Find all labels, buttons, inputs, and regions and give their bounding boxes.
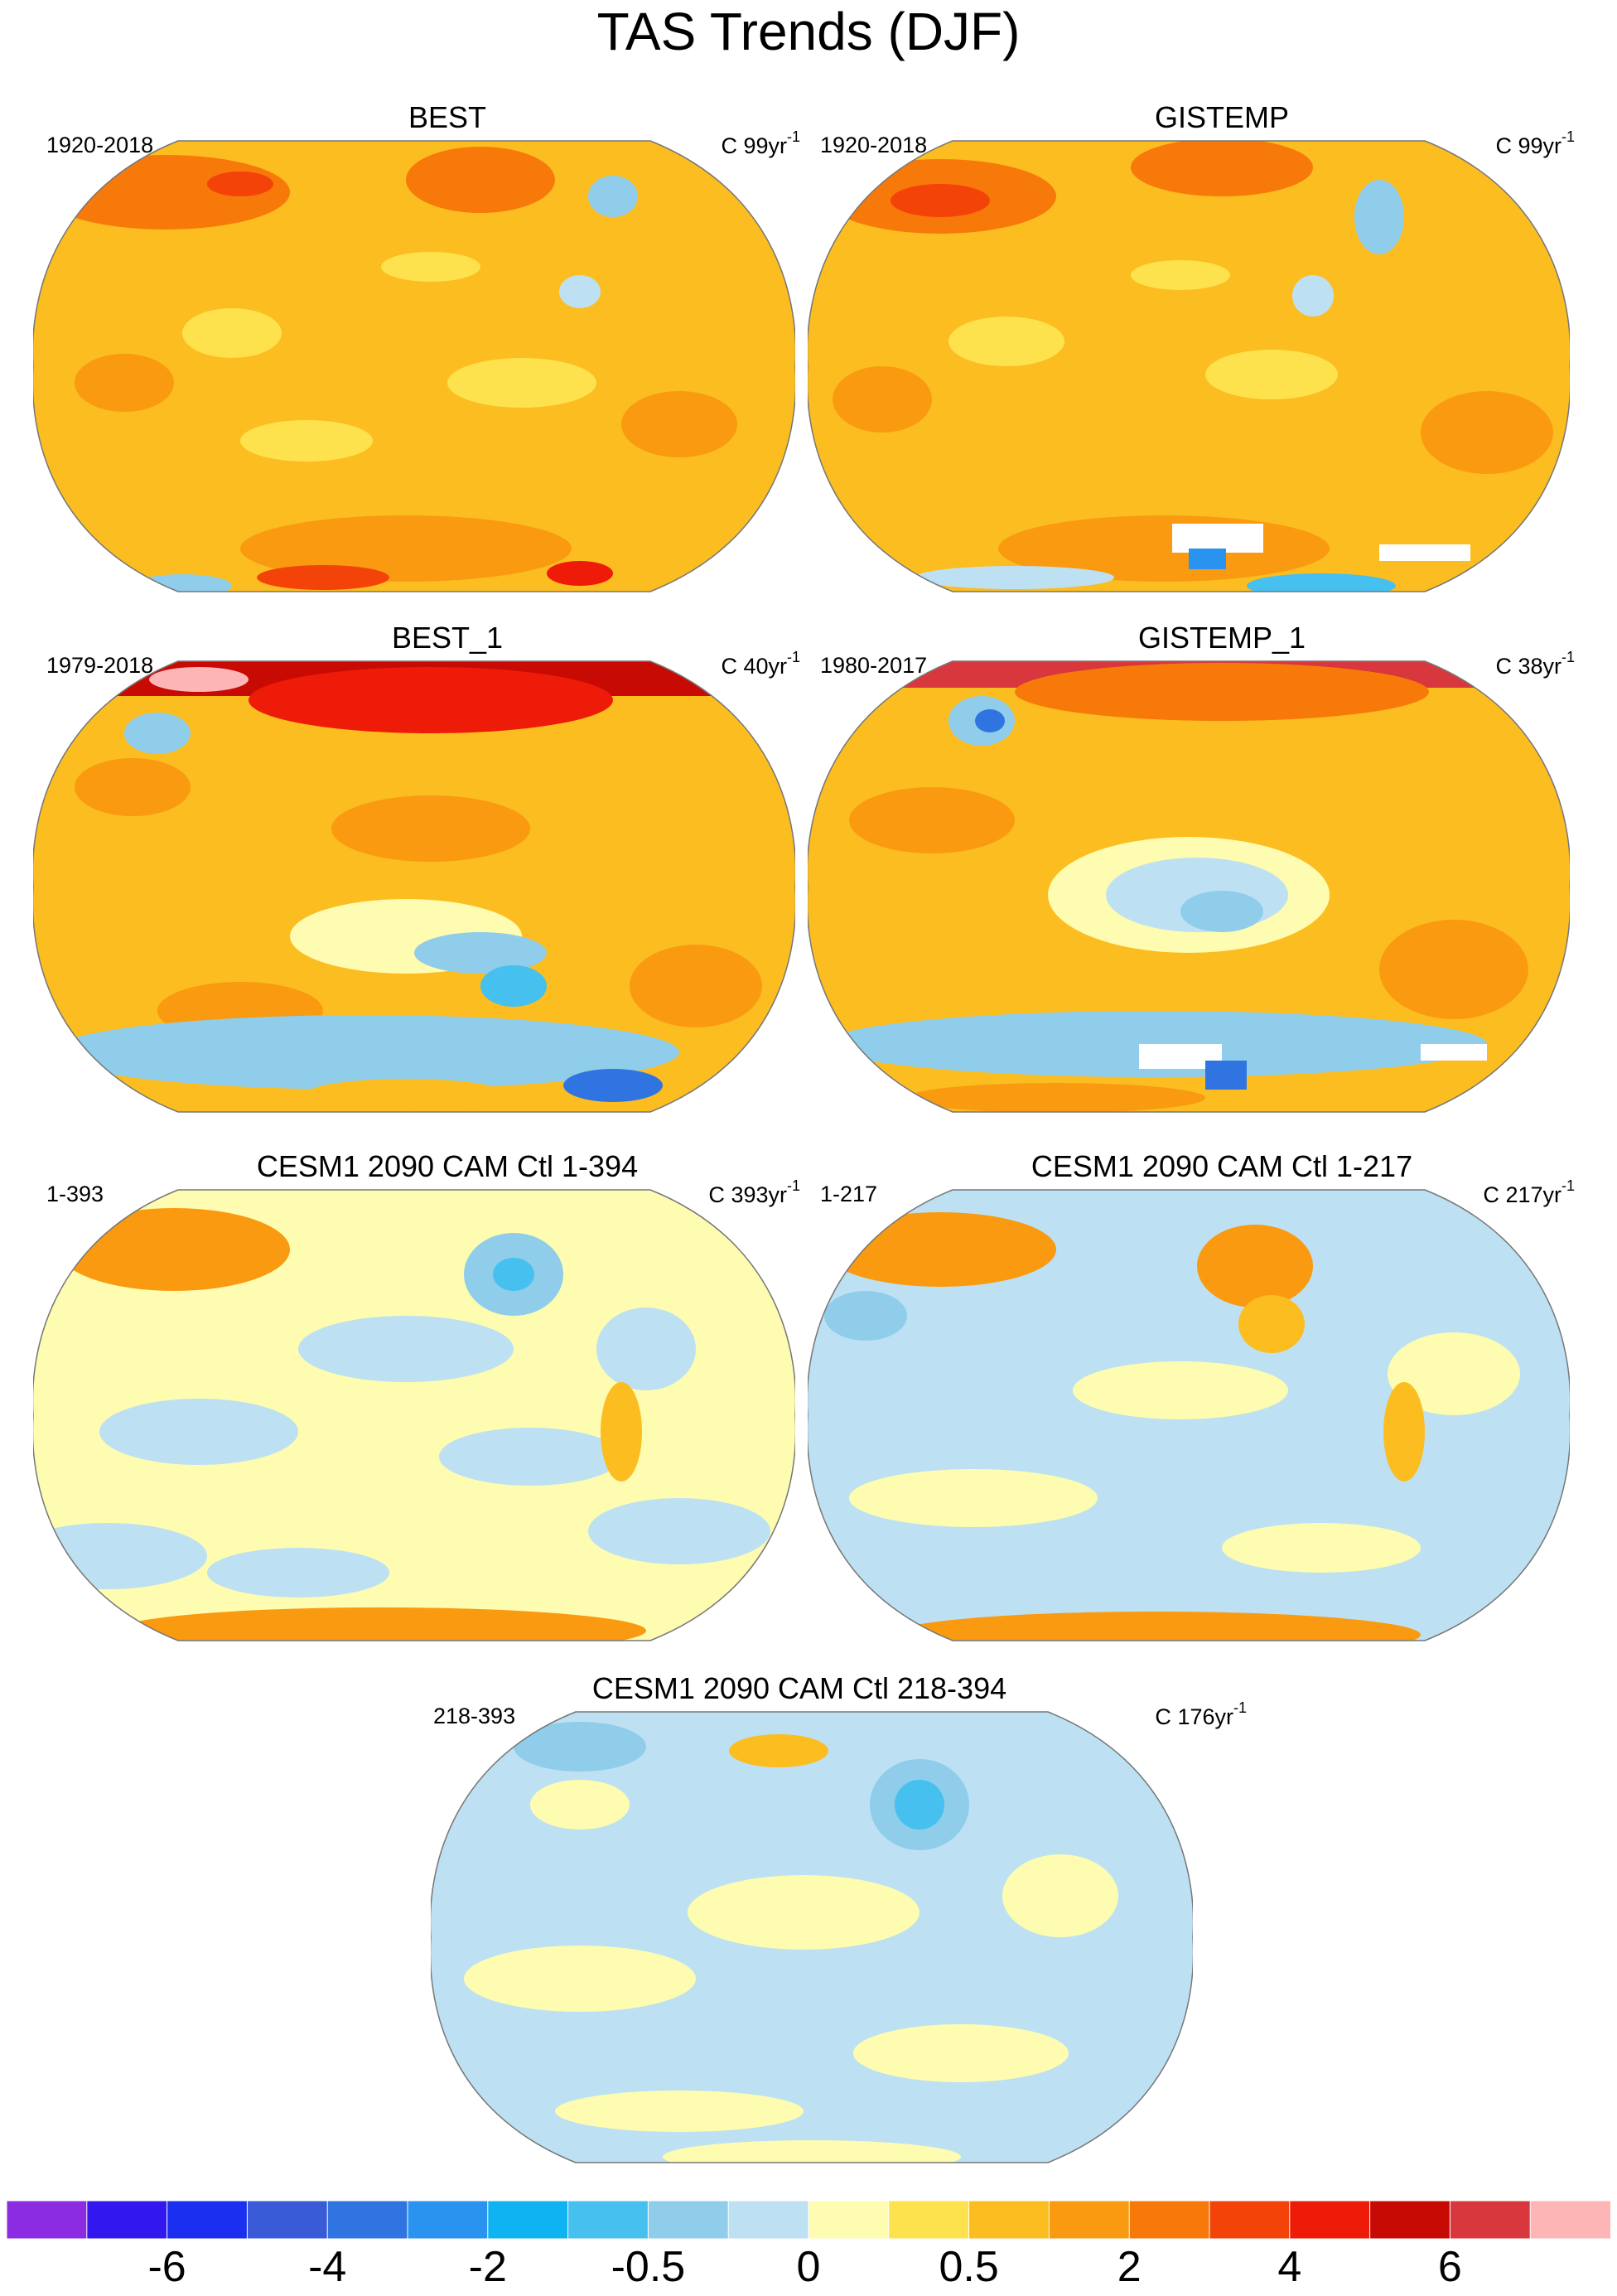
map-cesm-1-217	[808, 1189, 1570, 1641]
period-label: 1979-2018	[46, 653, 154, 678]
colorbar-swatch	[1449, 2201, 1532, 2239]
colorbar-swatch	[727, 2201, 810, 2239]
units-number: 40yr	[743, 654, 787, 679]
colorbar-swatch	[968, 2201, 1050, 2239]
units-number: 38yr	[1518, 654, 1561, 679]
colorbar-swatch	[407, 2201, 489, 2239]
colorbar-tick-label: -0.5	[611, 2243, 686, 2291]
units-number: 99yr	[1518, 133, 1561, 158]
colorbar-tick-label: 2	[1117, 2243, 1142, 2291]
panel-title: CESM1 2090 CAM Ctl 1-217	[1031, 1149, 1413, 1183]
panel-gistemp: GISTEMP 1920-2018 C 99yr-1	[808, 101, 1575, 598]
units-prefix: C	[1155, 1704, 1171, 1729]
colorbar-swatch	[1128, 2201, 1210, 2239]
colorbar-tick-label: 0.5	[939, 2243, 999, 2291]
units-label: C 40yr-1	[721, 645, 800, 679]
period-label: 1920-2018	[820, 133, 928, 157]
colorbar-tick-label: -2	[468, 2243, 507, 2291]
map-cesm-218-394	[431, 1711, 1193, 2163]
units-label: C 38yr-1	[1495, 645, 1575, 679]
colorbar	[7, 2201, 1610, 2239]
colorbar-swatch	[1289, 2201, 1371, 2239]
panel-title: GISTEMP_1	[1137, 621, 1306, 655]
panel-title: CESM1 2090 CAM Ctl 1-394	[256, 1149, 639, 1183]
units-number: 176yr	[1177, 1704, 1233, 1729]
period-label: 1980-2017	[820, 653, 928, 678]
units-label: C 393yr-1	[708, 1173, 800, 1207]
period-label: 218-393	[433, 1704, 516, 1728]
panel-best: BEST 1920-2018 C 99yr-1	[33, 101, 800, 598]
units-number: 217yr	[1505, 1182, 1561, 1207]
panel-title: CESM1 2090 CAM Ctl 218-394	[591, 1671, 1007, 1705]
units-exponent: -1	[1561, 1177, 1575, 1194]
figure-title: TAS Trends (DJF)	[596, 2, 1021, 61]
colorbar-tick-label: 4	[1277, 2243, 1302, 2291]
panel-title: BEST	[408, 100, 487, 134]
colorbar-swatch	[567, 2201, 649, 2239]
panel-gistemp-1: GISTEMP_1 1980-2017 C 38yr-1	[808, 621, 1575, 1119]
units-prefix: C	[1495, 654, 1512, 679]
map-best	[33, 140, 795, 592]
colorbar-swatch	[487, 2201, 569, 2239]
panel-cesm-218-394: CESM1 2090 CAM Ctl 218-394 218-393 C 176…	[431, 1672, 1247, 2169]
colorbar-swatch	[167, 2201, 249, 2239]
units-number: 99yr	[743, 133, 787, 158]
units-label: C 176yr-1	[1155, 1695, 1247, 1729]
colorbar-swatch	[1369, 2201, 1451, 2239]
map-cesm-1-394	[33, 1189, 795, 1641]
colorbar-swatch	[647, 2201, 730, 2239]
colorbar-swatch	[326, 2201, 409, 2239]
map-gistemp-1	[808, 660, 1570, 1113]
units-exponent: -1	[786, 1177, 800, 1194]
colorbar-tick-label: -4	[308, 2243, 347, 2291]
period-label: 1-217	[820, 1182, 878, 1206]
map-gistemp	[808, 140, 1570, 592]
units-prefix: C	[721, 654, 737, 679]
units-prefix: C	[1483, 1182, 1499, 1207]
units-label: C 99yr-1	[721, 124, 800, 158]
units-exponent: -1	[1561, 649, 1575, 665]
panel-cesm-1-394: CESM1 2090 CAM Ctl 1-394 1-393 C 393yr-1	[33, 1150, 800, 1647]
units-number: 393yr	[731, 1182, 787, 1207]
units-exponent: -1	[786, 649, 800, 665]
period-label: 1-393	[46, 1182, 104, 1206]
colorbar-swatch	[888, 2201, 970, 2239]
panel-cesm-1-217: CESM1 2090 CAM Ctl 1-217 1-217 C 217yr-1	[808, 1150, 1575, 1647]
colorbar-swatch	[808, 2201, 890, 2239]
units-prefix: C	[721, 133, 737, 158]
panel-title: BEST_1	[391, 621, 504, 655]
map-best-1	[33, 660, 795, 1113]
colorbar-tick-label: 0	[796, 2243, 821, 2291]
units-prefix: C	[708, 1182, 725, 1207]
colorbar-swatch	[86, 2201, 168, 2239]
units-exponent: -1	[1561, 128, 1575, 145]
panel-best-1: BEST_1 1979-2018 C 40yr-1	[33, 621, 800, 1119]
period-label: 1920-2018	[46, 133, 154, 157]
units-label: C 99yr-1	[1495, 124, 1575, 158]
units-label: C 217yr-1	[1483, 1173, 1575, 1207]
units-prefix: C	[1495, 133, 1512, 158]
colorbar-swatch	[1529, 2201, 1610, 2239]
colorbar-tick-label: 6	[1437, 2243, 1462, 2291]
units-exponent: -1	[1233, 1699, 1247, 1716]
colorbar-swatch	[7, 2201, 88, 2239]
panel-title: GISTEMP	[1154, 100, 1290, 134]
colorbar-swatch	[1209, 2201, 1291, 2239]
colorbar-swatch	[1048, 2201, 1131, 2239]
colorbar-tick-label: -6	[147, 2243, 186, 2291]
colorbar-swatch	[246, 2201, 329, 2239]
units-exponent: -1	[786, 128, 800, 145]
